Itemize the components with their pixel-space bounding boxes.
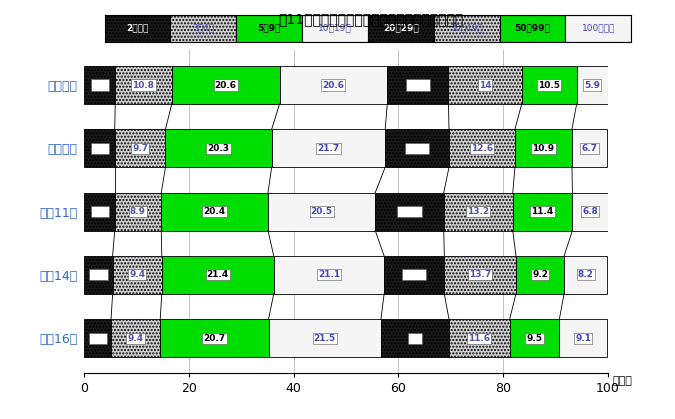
Bar — [572, 193, 608, 230]
Text: 10.8: 10.8 — [132, 80, 155, 90]
Text: 20.7: 20.7 — [203, 334, 225, 343]
Bar — [84, 193, 115, 230]
Text: 8.2: 8.2 — [578, 270, 593, 279]
Text: 11.5: 11.5 — [403, 270, 425, 279]
Bar — [84, 129, 115, 167]
Text: （％）: （％） — [613, 375, 632, 385]
Bar — [115, 66, 171, 104]
FancyBboxPatch shape — [105, 15, 170, 42]
Bar — [160, 319, 269, 357]
Bar — [162, 256, 274, 294]
Bar — [269, 319, 381, 357]
FancyBboxPatch shape — [500, 15, 565, 42]
Text: 12.6: 12.6 — [471, 144, 493, 153]
Text: 20.6: 20.6 — [215, 80, 237, 90]
Text: 21.5: 21.5 — [314, 334, 336, 343]
Text: 10.5: 10.5 — [538, 80, 560, 90]
Bar — [449, 129, 515, 167]
Bar — [384, 256, 444, 294]
Bar — [515, 129, 572, 167]
Text: 20～29人: 20～29人 — [383, 24, 418, 33]
Text: 3～4人: 3～4人 — [192, 24, 215, 33]
Bar — [375, 193, 443, 230]
Text: 5.9: 5.9 — [92, 80, 108, 90]
Bar — [564, 256, 607, 294]
Bar — [522, 66, 576, 104]
Text: 14: 14 — [479, 80, 491, 90]
FancyBboxPatch shape — [302, 15, 368, 42]
Bar — [576, 66, 608, 104]
Text: 12.2: 12.2 — [406, 144, 428, 153]
Text: 21.7: 21.7 — [317, 144, 340, 153]
Text: 6.7: 6.7 — [581, 144, 597, 153]
Bar — [560, 319, 607, 357]
Text: 10～19人: 10～19人 — [318, 24, 352, 33]
Text: 2人以下: 2人以下 — [126, 24, 148, 33]
Text: 9.1: 9.1 — [575, 334, 591, 343]
Bar — [165, 129, 271, 167]
Bar — [271, 129, 385, 167]
Bar — [274, 256, 384, 294]
Bar — [84, 319, 111, 357]
Bar — [268, 193, 375, 230]
Text: 30～49人: 30～49人 — [450, 24, 483, 33]
Bar — [115, 129, 165, 167]
Text: 8.9: 8.9 — [130, 207, 146, 216]
FancyBboxPatch shape — [433, 15, 500, 42]
FancyBboxPatch shape — [368, 15, 433, 42]
Text: 50～99人: 50～99人 — [514, 24, 550, 33]
Bar — [448, 66, 522, 104]
Text: 21.1: 21.1 — [318, 270, 340, 279]
Text: 11.6: 11.6 — [468, 334, 491, 343]
Text: 20.4: 20.4 — [204, 207, 225, 216]
Bar — [443, 193, 513, 230]
Text: 5.8: 5.8 — [92, 207, 107, 216]
Text: 5～9人: 5～9人 — [257, 24, 281, 33]
Text: 9.4: 9.4 — [129, 270, 145, 279]
Bar — [113, 256, 162, 294]
Text: 100人以上: 100人以上 — [582, 24, 615, 33]
Text: 11.4: 11.4 — [531, 207, 554, 216]
Text: 5.9: 5.9 — [584, 80, 600, 90]
Bar — [111, 319, 160, 357]
Text: 5.1: 5.1 — [90, 334, 106, 343]
Text: 9.4: 9.4 — [128, 334, 144, 343]
Bar — [516, 256, 564, 294]
FancyBboxPatch shape — [565, 15, 631, 42]
Text: 6.8: 6.8 — [583, 207, 598, 216]
FancyBboxPatch shape — [170, 15, 236, 42]
Bar — [84, 66, 115, 104]
Text: 13.2: 13.2 — [467, 207, 489, 216]
Text: 囱11　年間販売額の従業者規模別構成比の推移: 囱11 年間販売額の従業者規模別構成比の推移 — [279, 13, 464, 26]
Text: 20.6: 20.6 — [323, 80, 344, 90]
Bar — [161, 193, 268, 230]
Text: 5.4: 5.4 — [90, 270, 107, 279]
Bar — [572, 129, 607, 167]
Bar — [449, 319, 510, 357]
Text: 9.5: 9.5 — [526, 334, 543, 343]
Text: 20.3: 20.3 — [207, 144, 230, 153]
Bar — [279, 66, 387, 104]
Bar — [510, 319, 560, 357]
Bar — [513, 193, 572, 230]
Bar — [444, 256, 516, 294]
Text: 10.9: 10.9 — [533, 144, 554, 153]
Text: 9.7: 9.7 — [132, 144, 148, 153]
Text: 13.7: 13.7 — [469, 270, 491, 279]
Text: 5.8: 5.8 — [92, 144, 107, 153]
Text: 13.1: 13.1 — [398, 207, 421, 216]
Text: 9.2: 9.2 — [532, 270, 548, 279]
Text: 20.5: 20.5 — [310, 207, 333, 216]
Text: 13: 13 — [409, 334, 421, 343]
Bar — [84, 256, 113, 294]
Bar — [381, 319, 449, 357]
Bar — [387, 66, 448, 104]
Text: 21.4: 21.4 — [207, 270, 229, 279]
FancyBboxPatch shape — [236, 15, 302, 42]
Bar — [171, 66, 279, 104]
Text: 11.7: 11.7 — [407, 80, 429, 90]
Bar — [385, 129, 449, 167]
Bar — [115, 193, 161, 230]
